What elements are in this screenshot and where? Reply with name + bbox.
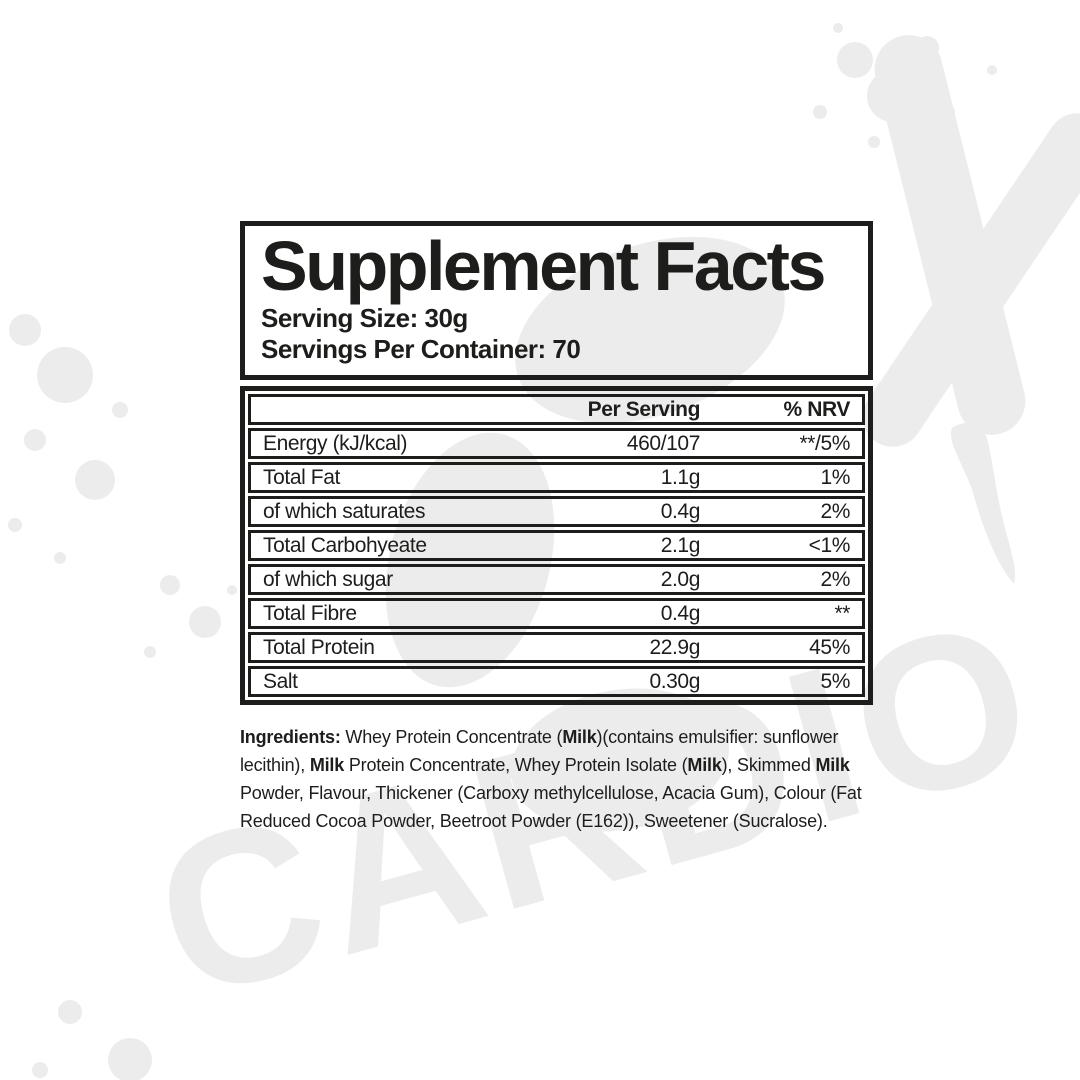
table-row-carbohydrate: Total Carbohyeate 2.1g <1% [248, 530, 865, 561]
row-label: of which sugar [263, 568, 393, 591]
column-header-nrv: % NRV [783, 398, 851, 421]
table-row-saturates: of which saturates 0.4g 2% [248, 496, 865, 527]
table-row-protein: Total Protein 22.9g 45% [248, 632, 865, 663]
splatter-cluster-mid-left [144, 575, 237, 658]
row-nrv: 2% [820, 568, 850, 591]
row-per-serving: 22.9g [649, 636, 700, 659]
row-per-serving: 0.4g [660, 602, 701, 625]
table-row-sugar: of which sugar 2.0g 2% [248, 564, 865, 595]
row-nrv: 1% [820, 466, 850, 489]
ingredients-text: Protein Concentrate, Whey Protein Isolat… [344, 755, 688, 775]
row-nrv: <1% [808, 534, 851, 557]
table-row-salt: Salt 0.30g 5% [248, 666, 865, 697]
supplement-facts-label: Supplement Facts Serving Size: 30g Servi… [240, 221, 873, 835]
row-label: Total Carbohyeate [263, 534, 427, 557]
brush-stroke-icon [862, 35, 1080, 447]
table-row-energy: Energy (kJ/kcal) 460/107 **/5% [248, 428, 865, 459]
allergen-milk: Milk [309, 755, 345, 775]
splatter-cluster-left [8, 314, 128, 564]
ingredients-paragraph: Ingredients: Whey Protein Concentrate (M… [240, 723, 873, 835]
row-nrv: **/5% [799, 432, 850, 455]
row-nrv: 2% [820, 500, 850, 523]
column-header-per-serving: Per Serving [587, 398, 701, 421]
table-row-fibre: Total Fibre 0.4g ** [248, 598, 865, 629]
table-header-row: Per Serving % NRV [248, 394, 865, 425]
row-nrv: 5% [820, 670, 850, 693]
row-per-serving: 0.30g [649, 670, 700, 693]
row-per-serving: 2.0g [660, 568, 701, 591]
ingredients-text: Whey Protein Concentrate ( [345, 727, 563, 747]
row-nrv: 45% [809, 636, 850, 659]
splatter-cluster-bottom-left [32, 1000, 152, 1080]
row-label: Total Fat [263, 466, 340, 489]
allergen-milk: Milk [687, 755, 722, 775]
ingredients-heading: Ingredients: [240, 727, 346, 747]
row-label: Total Protein [263, 636, 375, 659]
paint-drip-shape [950, 423, 1016, 584]
row-label: Salt [263, 670, 298, 693]
nutrition-table: Per Serving % NRV Energy (kJ/kcal) 460/1… [240, 386, 873, 705]
row-label: of which saturates [263, 500, 426, 523]
row-per-serving: 460/107 [626, 432, 701, 455]
ingredients-text: ), Skimmed [721, 755, 816, 775]
serving-size-line: Serving Size: 30g [261, 303, 468, 333]
splatter-cluster-top-right [813, 23, 997, 148]
servings-per-container-line: Servings Per Container: 70 [261, 334, 581, 364]
allergen-milk: Milk [562, 727, 597, 747]
row-per-serving: 1.1g [660, 466, 701, 489]
row-nrv: ** [834, 602, 850, 625]
label-title: Supplement Facts [261, 227, 826, 305]
label-header-box: Supplement Facts Serving Size: 30g Servi… [240, 221, 873, 380]
row-per-serving: 0.4g [660, 500, 701, 523]
row-label: Energy (kJ/kcal) [263, 432, 408, 455]
table-row-total-fat: Total Fat 1.1g 1% [248, 462, 865, 493]
row-per-serving: 2.1g [660, 534, 701, 557]
allergen-milk: Milk [815, 755, 850, 775]
row-label: Total Fibre [263, 602, 357, 625]
ingredients-text: Powder, Flavour, Thickener (Carboxy meth… [240, 783, 862, 831]
